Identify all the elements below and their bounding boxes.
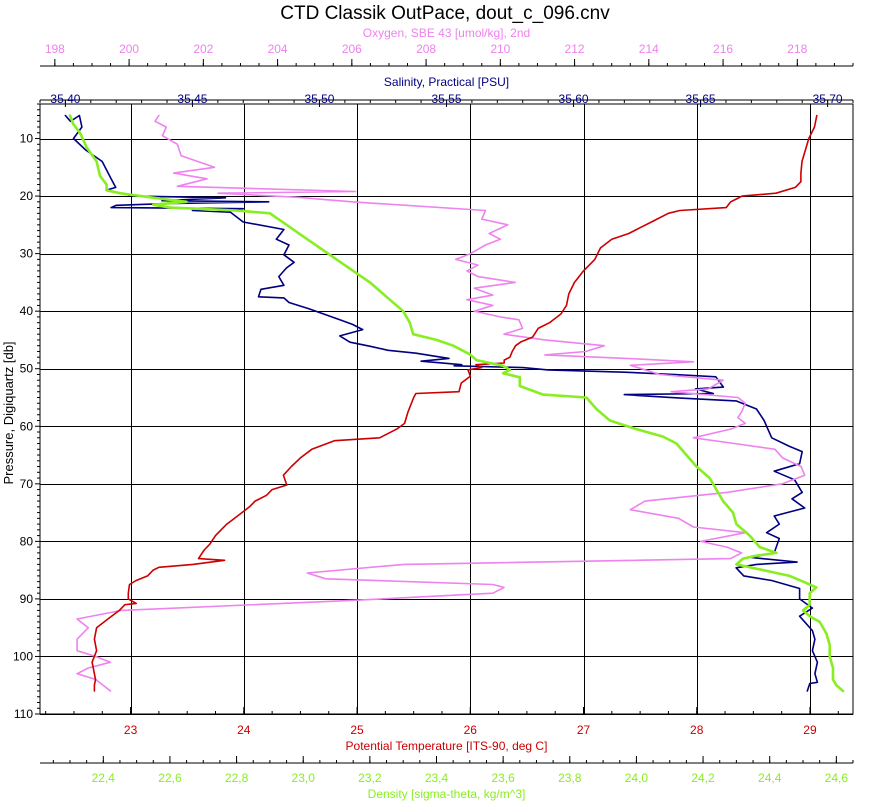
oxygen-tick-label: 200 <box>119 42 139 56</box>
salinity-line <box>64 114 819 692</box>
chart-title: CTD Classik OutPace, dout_c_096.cnv <box>280 3 610 24</box>
y-axis-label: Pressure, Digiquartz [db] <box>1 341 16 484</box>
density-tick-label: 24,2 <box>691 771 715 785</box>
y-tick-label: 80 <box>20 534 34 548</box>
oxygen-tick-label: 218 <box>787 42 807 56</box>
temperature-axis-title: Potential Temperature [ITS-90, deg C] <box>346 739 548 753</box>
density-tick-label: 23,0 <box>292 771 316 785</box>
salinity-tick-label: 35,60 <box>559 92 589 106</box>
oxygen-axis-title: Oxygen, SBE 43 [umol/kg], 2nd <box>363 26 530 40</box>
temperature-tick-label: 23 <box>124 723 138 737</box>
y-tick-label: 50 <box>20 362 34 376</box>
temperature-tick-label: 27 <box>577 723 591 737</box>
density-tick-label: 23,6 <box>491 771 515 785</box>
density-tick-label: 23,4 <box>425 771 449 785</box>
oxygen-tick-label: 214 <box>639 42 659 56</box>
oxygen-tick-label: 204 <box>268 42 288 56</box>
salinity-tick-label: 35,50 <box>304 92 334 106</box>
temperature-tick-label: 28 <box>690 723 704 737</box>
series-layer <box>64 114 845 693</box>
oxygen-tick-label: 202 <box>193 42 213 56</box>
density-axis: 22,4 22,6 22,8 23,0 23,2 23,4 23,6 23,8 24,0 24,2… <box>40 756 854 801</box>
oxygen-tick-label: 212 <box>565 42 585 56</box>
y-tick-label: 100 <box>13 649 33 663</box>
y-tick-label: 40 <box>20 304 34 318</box>
temperature-tick-label: 26 <box>464 723 478 737</box>
temperature-tick-label: 25 <box>350 723 364 737</box>
plot-area <box>39 103 854 715</box>
density-tick-label: 22,4 <box>92 771 116 785</box>
density-tick-label: 24,0 <box>625 771 649 785</box>
y-tick-label: 70 <box>20 477 34 491</box>
density-tick-label: 22,8 <box>225 771 249 785</box>
axes-layer: 10 20 30 40 50 60 70 80 90 100 110 198 200 202 204 206 2… <box>13 26 854 801</box>
salinity-tick-label: 35,55 <box>431 92 461 106</box>
density-tick-label: 24,6 <box>825 771 849 785</box>
density-axis-title: Density [sigma-theta, kg/m^3] <box>368 787 526 801</box>
temperature-tick-label: 29 <box>803 723 817 737</box>
salinity-tick-label: 35,70 <box>813 92 843 106</box>
y-tick-label: 90 <box>20 592 34 606</box>
density-tick-label: 24,4 <box>758 771 782 785</box>
oxygen-axis: 198 200 202 204 206 208 210 212 214 216 218 Oxygen,… <box>40 26 854 67</box>
temperature-line <box>91 114 818 692</box>
y-tick-label: 110 <box>14 707 33 721</box>
oxygen-line <box>76 114 806 692</box>
density-tick-label: 23,8 <box>558 771 582 785</box>
temperature-tick-label: 24 <box>237 723 251 737</box>
oxygen-tick-label: 198 <box>45 42 65 56</box>
oxygen-tick-label: 206 <box>342 42 362 56</box>
salinity-tick-label: 35,40 <box>50 92 80 106</box>
plot-border <box>39 103 854 715</box>
temperature-axis: 23 24 25 26 27 28 29 Potential Temperature [ITS… <box>40 707 853 753</box>
salinity-tick-label: 35,65 <box>686 92 716 106</box>
y-tick-label: 10 <box>20 132 34 146</box>
y-tick-label: 20 <box>20 189 34 203</box>
oxygen-tick-label: 208 <box>416 42 436 56</box>
salinity-axis: 35,40 35,45 35,50 35,55 35,60 35,65 35,70 Salin… <box>39 75 854 107</box>
oxygen-tick-label: 210 <box>490 42 510 56</box>
density-tick-label: 22,6 <box>158 771 182 785</box>
density-tick-label: 23,2 <box>358 771 382 785</box>
salinity-axis-title: Salinity, Practical [PSU] <box>384 75 509 89</box>
salinity-tick-label: 35,45 <box>177 92 207 106</box>
y-tick-label: 60 <box>20 419 34 433</box>
oxygen-tick-label: 216 <box>713 42 733 56</box>
y-tick-label: 30 <box>20 247 34 261</box>
density-line <box>68 114 845 693</box>
